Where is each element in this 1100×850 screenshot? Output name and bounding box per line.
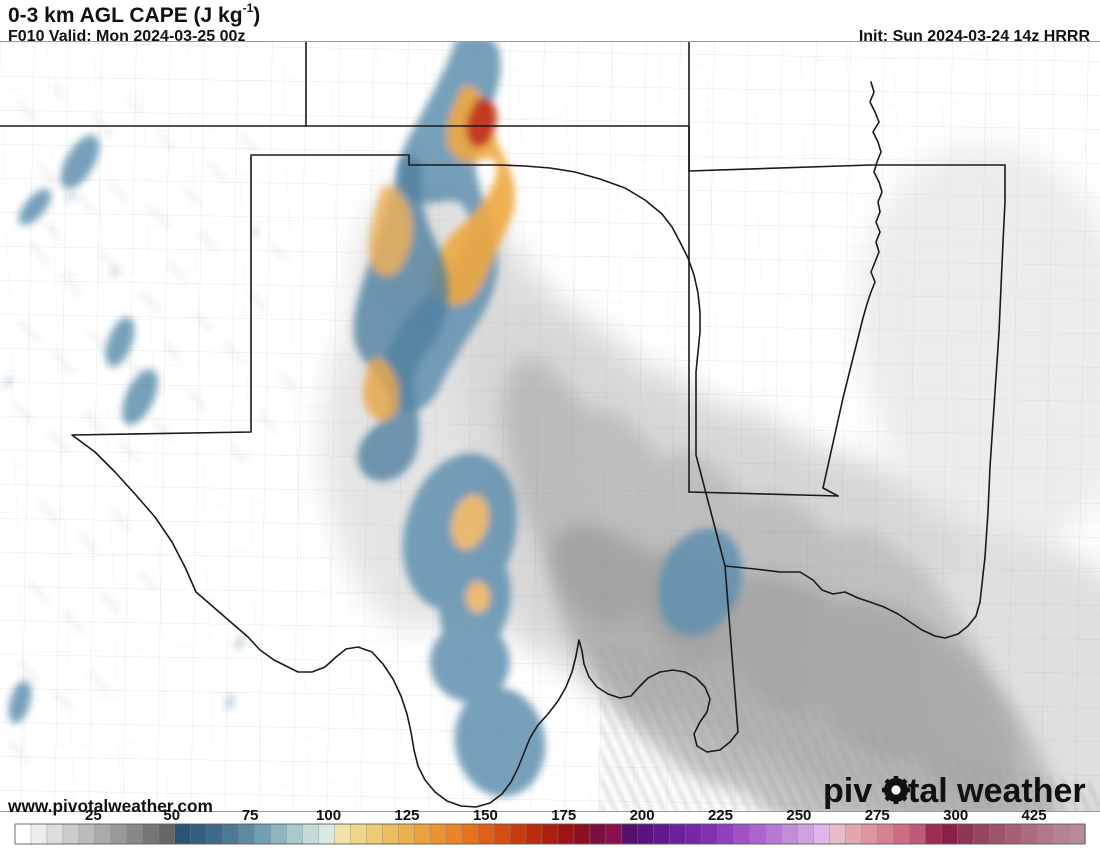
svg-text:250: 250 (786, 810, 811, 824)
svg-text:125: 125 (394, 810, 419, 824)
svg-text:175: 175 (551, 810, 576, 824)
svg-text:tal weather: tal weather (908, 772, 1086, 810)
svg-text:piv: piv (823, 772, 872, 810)
svg-text:225: 225 (708, 810, 733, 824)
svg-text:100: 100 (316, 810, 341, 824)
svg-text:75: 75 (242, 810, 259, 824)
svg-text:200: 200 (630, 810, 655, 824)
svg-text:150: 150 (473, 810, 498, 824)
